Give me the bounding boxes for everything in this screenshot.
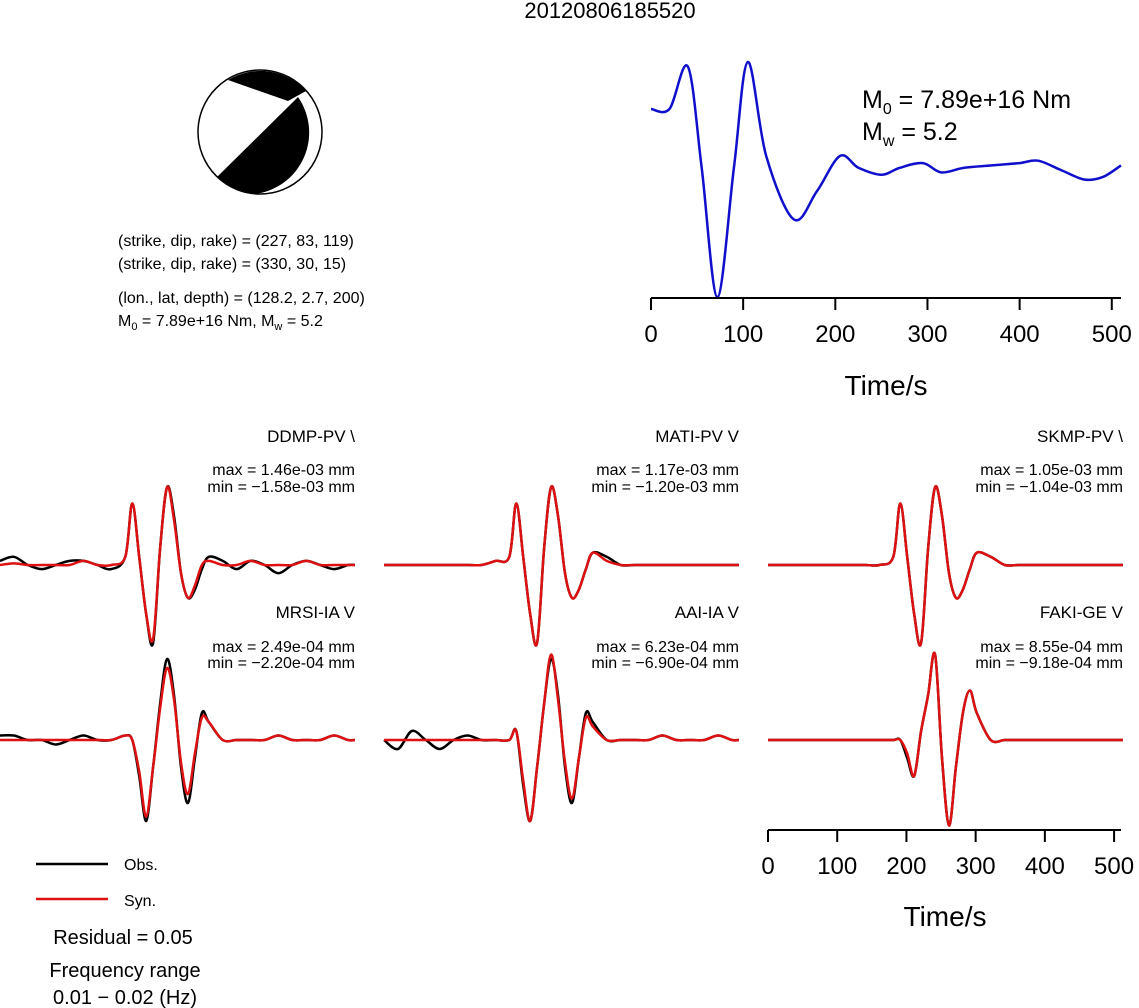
mechanism-text: (strike, dip, rake) = (227, 83, 119) (st…: [118, 233, 365, 333]
station-max: max = 6.23e-04 mm: [596, 639, 739, 656]
mechanism-line-3: (lon., lat, depth) = (128.2, 2.7, 200): [118, 290, 365, 307]
stf-line: [650, 60, 1122, 299]
station-name: MRSI-IA V: [276, 603, 356, 622]
stf-tick-label: 100: [723, 321, 763, 348]
waveform-tick-label: 0: [761, 853, 774, 880]
waveform-x-axis: 0 100 200 300 400 500: [761, 829, 1134, 880]
station-max: max = 1.17e-03 mm: [596, 462, 739, 479]
station-name: MATI-PV V: [655, 427, 739, 446]
stf-mw-label: Mw = 5.2: [862, 118, 958, 150]
residual-label: Residual = 0.05: [53, 927, 193, 949]
waveform-tick-label: 100: [817, 853, 857, 880]
stf-tick-label: 400: [1000, 321, 1040, 348]
station-max: max = 8.55e-04 mm: [980, 639, 1123, 656]
stf-x-label: Time/s: [845, 370, 928, 401]
beachball: [197, 69, 323, 195]
station-min: min = −1.20e-03 mm: [591, 479, 739, 496]
legend-syn-label: Syn.: [124, 893, 156, 910]
waveform-x-label: Time/s: [904, 901, 987, 932]
station-name: FAKI-GE V: [1040, 603, 1124, 622]
stf-tick-label: 0: [644, 321, 657, 348]
synthetic-trace: [767, 651, 1123, 827]
synthetic-trace: [0, 666, 356, 818]
station-max: max = 2.49e-04 mm: [212, 639, 355, 656]
frequency-range-label: Frequency range: [49, 960, 200, 982]
synthetic-trace: [383, 653, 740, 823]
stf-tick-label: 200: [815, 321, 855, 348]
legend-obs-label: Obs.: [124, 857, 158, 874]
mechanism-line-4: M0 = 7.89e+16 Nm, Mw = 5.2: [118, 313, 323, 333]
frequency-range-value: 0.01 − 0.02 (Hz): [53, 987, 197, 1008]
synthetic-trace: [767, 484, 1123, 647]
beachball-compression-upper: [228, 70, 306, 101]
station-min: min = −9.18e-04 mm: [975, 655, 1123, 672]
mechanism-line-1: (strike, dip, rake) = (227, 83, 119): [118, 233, 354, 250]
station-name: AAI-IA V: [675, 603, 740, 622]
stf-m0-label: M0 = 7.89e+16 Nm: [862, 86, 1071, 118]
stf-tick-label: 300: [907, 321, 947, 348]
waveform-tick-label: 200: [886, 853, 926, 880]
station-min: min = −2.20e-04 mm: [207, 655, 355, 672]
beachball-compression-lower: [217, 97, 310, 194]
waveform-tick-label: 500: [1094, 853, 1134, 880]
station-name: DDMP-PV \: [267, 427, 355, 446]
station-max: max = 1.46e-03 mm: [212, 462, 355, 479]
mechanism-line-2: (strike, dip, rake) = (330, 30, 15): [118, 256, 346, 273]
station-min: min = −6.90e-04 mm: [591, 655, 739, 672]
legend: Obs. Syn.: [36, 857, 158, 910]
waveform-tick-label: 300: [956, 853, 996, 880]
waveform-tick-label: 400: [1025, 853, 1065, 880]
stf-tick-label: 500: [1092, 321, 1132, 348]
station-name: SKMP-PV \: [1037, 427, 1123, 446]
station-min: min = −1.04e-03 mm: [975, 479, 1123, 496]
station-min: min = −1.58e-03 mm: [207, 479, 355, 496]
station-max: max = 1.05e-03 mm: [980, 462, 1123, 479]
synthetic-trace: [0, 485, 355, 643]
figure-title: 20120806185520: [524, 0, 695, 23]
stf-x-axis: 0 100 200 300 400 500: [644, 297, 1132, 348]
stf-plot: M0 = 7.89e+16 Nm Mw = 5.2 0 100 200 300 400 5…: [644, 60, 1132, 401]
synthetic-trace: [383, 484, 739, 647]
